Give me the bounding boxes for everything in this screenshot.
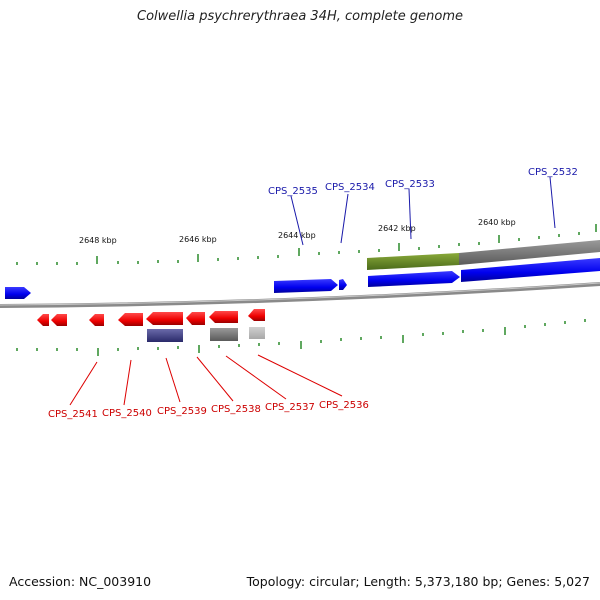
genome-backbone-highlight [0, 282, 600, 306]
scale-label-2642: 2642 kbp [378, 224, 416, 233]
gene-cps-2540a[interactable] [89, 314, 104, 326]
scale-label-2648: 2648 kbp [79, 236, 117, 245]
forward-callouts [290, 176, 556, 246]
feature-purple[interactable] [147, 329, 183, 342]
scale-label-2640: 2640 kbp [478, 218, 516, 227]
feature-band-green[interactable] [367, 253, 459, 270]
genome-backbone [0, 282, 600, 308]
label-cps-2535[interactable]: CPS_2535 [268, 186, 318, 197]
scale-label-2644: 2644 kbp [278, 231, 316, 240]
label-cps-2538[interactable]: CPS_2538 [211, 404, 261, 415]
reverse-tick-ring [16, 319, 586, 356]
gene-cps-2533[interactable] [368, 271, 460, 287]
genome-title: Colwellia psychrerythraea 34H, complete … [137, 9, 463, 24]
gene-cps-2541b[interactable] [51, 314, 67, 326]
forward-tick-ring [16, 224, 597, 265]
feature-grey-a[interactable] [210, 328, 238, 341]
label-cps-2536[interactable]: CPS_2536 [319, 400, 369, 411]
gene-cps-2536[interactable] [248, 309, 265, 321]
gene-cps-2540b[interactable] [118, 313, 143, 326]
topology-info-text: Topology: circular; Length: 5,373,180 bp… [246, 574, 590, 589]
gene-cps-2541a[interactable] [37, 314, 49, 326]
gene-cps-2538[interactable] [186, 312, 205, 325]
label-cps-2537[interactable]: CPS_2537 [265, 402, 315, 413]
accession-text: Accession: NC_003910 [9, 574, 152, 589]
gene-cps-2535[interactable] [274, 279, 338, 293]
gene-cps-2537[interactable] [209, 311, 238, 323]
label-cps-2532[interactable]: CPS_2532 [528, 167, 578, 178]
gene-cps-2539[interactable] [146, 312, 183, 325]
feature-grey-b[interactable] [249, 327, 265, 339]
scale-label-2646: 2646 kbp [179, 235, 217, 244]
gene-left-edge[interactable] [5, 287, 31, 299]
label-cps-2540[interactable]: CPS_2540 [102, 408, 152, 419]
reverse-callouts [69, 354, 343, 406]
gene-cps-2534[interactable] [339, 279, 347, 290]
label-cps-2541[interactable]: CPS_2541 [48, 409, 98, 420]
label-cps-2534[interactable]: CPS_2534 [325, 182, 375, 193]
gene-cps-2532[interactable] [461, 258, 600, 282]
label-cps-2539[interactable]: CPS_2539 [157, 406, 207, 417]
label-cps-2533[interactable]: CPS_2533 [385, 179, 435, 190]
feature-band-grey[interactable] [459, 240, 600, 265]
